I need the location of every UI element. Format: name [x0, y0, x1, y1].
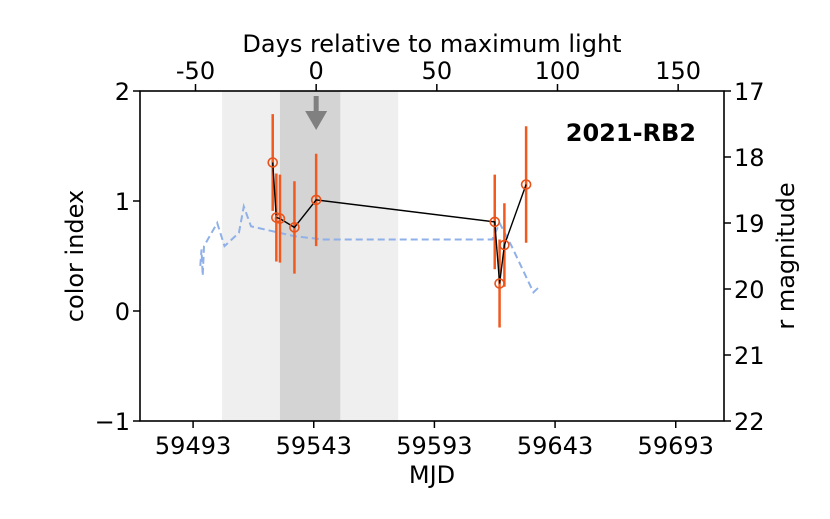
max-light-arrow	[305, 96, 328, 130]
x-tick-label: 59493	[155, 432, 231, 460]
right-tick-label: 22	[734, 408, 765, 436]
shaded-band-1	[279, 91, 341, 421]
right-tick-label: 18	[734, 144, 765, 172]
x-tick-label: 59543	[276, 432, 352, 460]
x-tick-label: 59643	[517, 432, 593, 460]
top-tick-label: 0	[309, 57, 324, 85]
y-axis-title: color index	[61, 190, 89, 322]
y-tick-label: −1	[95, 408, 130, 436]
data-point	[499, 239, 510, 251]
data-point	[274, 213, 286, 224]
data-point	[494, 278, 505, 289]
chart-annotation: 2021-RB2	[566, 119, 696, 147]
top-tick-label: 150	[655, 57, 701, 85]
right-tick-label: 20	[734, 276, 765, 304]
top-tick-label: 50	[422, 57, 453, 85]
data-point	[520, 179, 532, 190]
y-tick-label: 0	[115, 298, 130, 326]
x-axis-title: MJD	[409, 461, 455, 489]
shaded-bands	[222, 91, 399, 421]
arrow-head	[305, 111, 328, 130]
top-tick-label: 100	[535, 57, 581, 85]
y-tick-label: 1	[115, 188, 130, 216]
data-point	[267, 157, 279, 168]
right-tick-label: 17	[734, 78, 765, 106]
plot-frame	[139, 90, 725, 422]
axis-ticks: 59493 59543 59593 59643 59693 -50 0 50 100 150 −1 0…	[95, 57, 765, 460]
right-tick-label: 19	[734, 210, 765, 238]
x-tick-label: 59593	[396, 432, 472, 460]
x-tick-label: 59693	[638, 432, 714, 460]
right-tick-label: 21	[734, 342, 765, 370]
y-tick-label: 2	[115, 78, 130, 106]
data-point	[310, 194, 322, 206]
right-y-axis-title: r magnitude	[772, 182, 800, 329]
top-tick-label: -50	[176, 57, 215, 85]
data-point	[289, 222, 300, 233]
color-index-series	[267, 114, 532, 328]
color-index-line	[272, 162, 527, 284]
data-point	[489, 216, 501, 228]
top-axis-title: Days relative to maximum light	[242, 30, 621, 58]
